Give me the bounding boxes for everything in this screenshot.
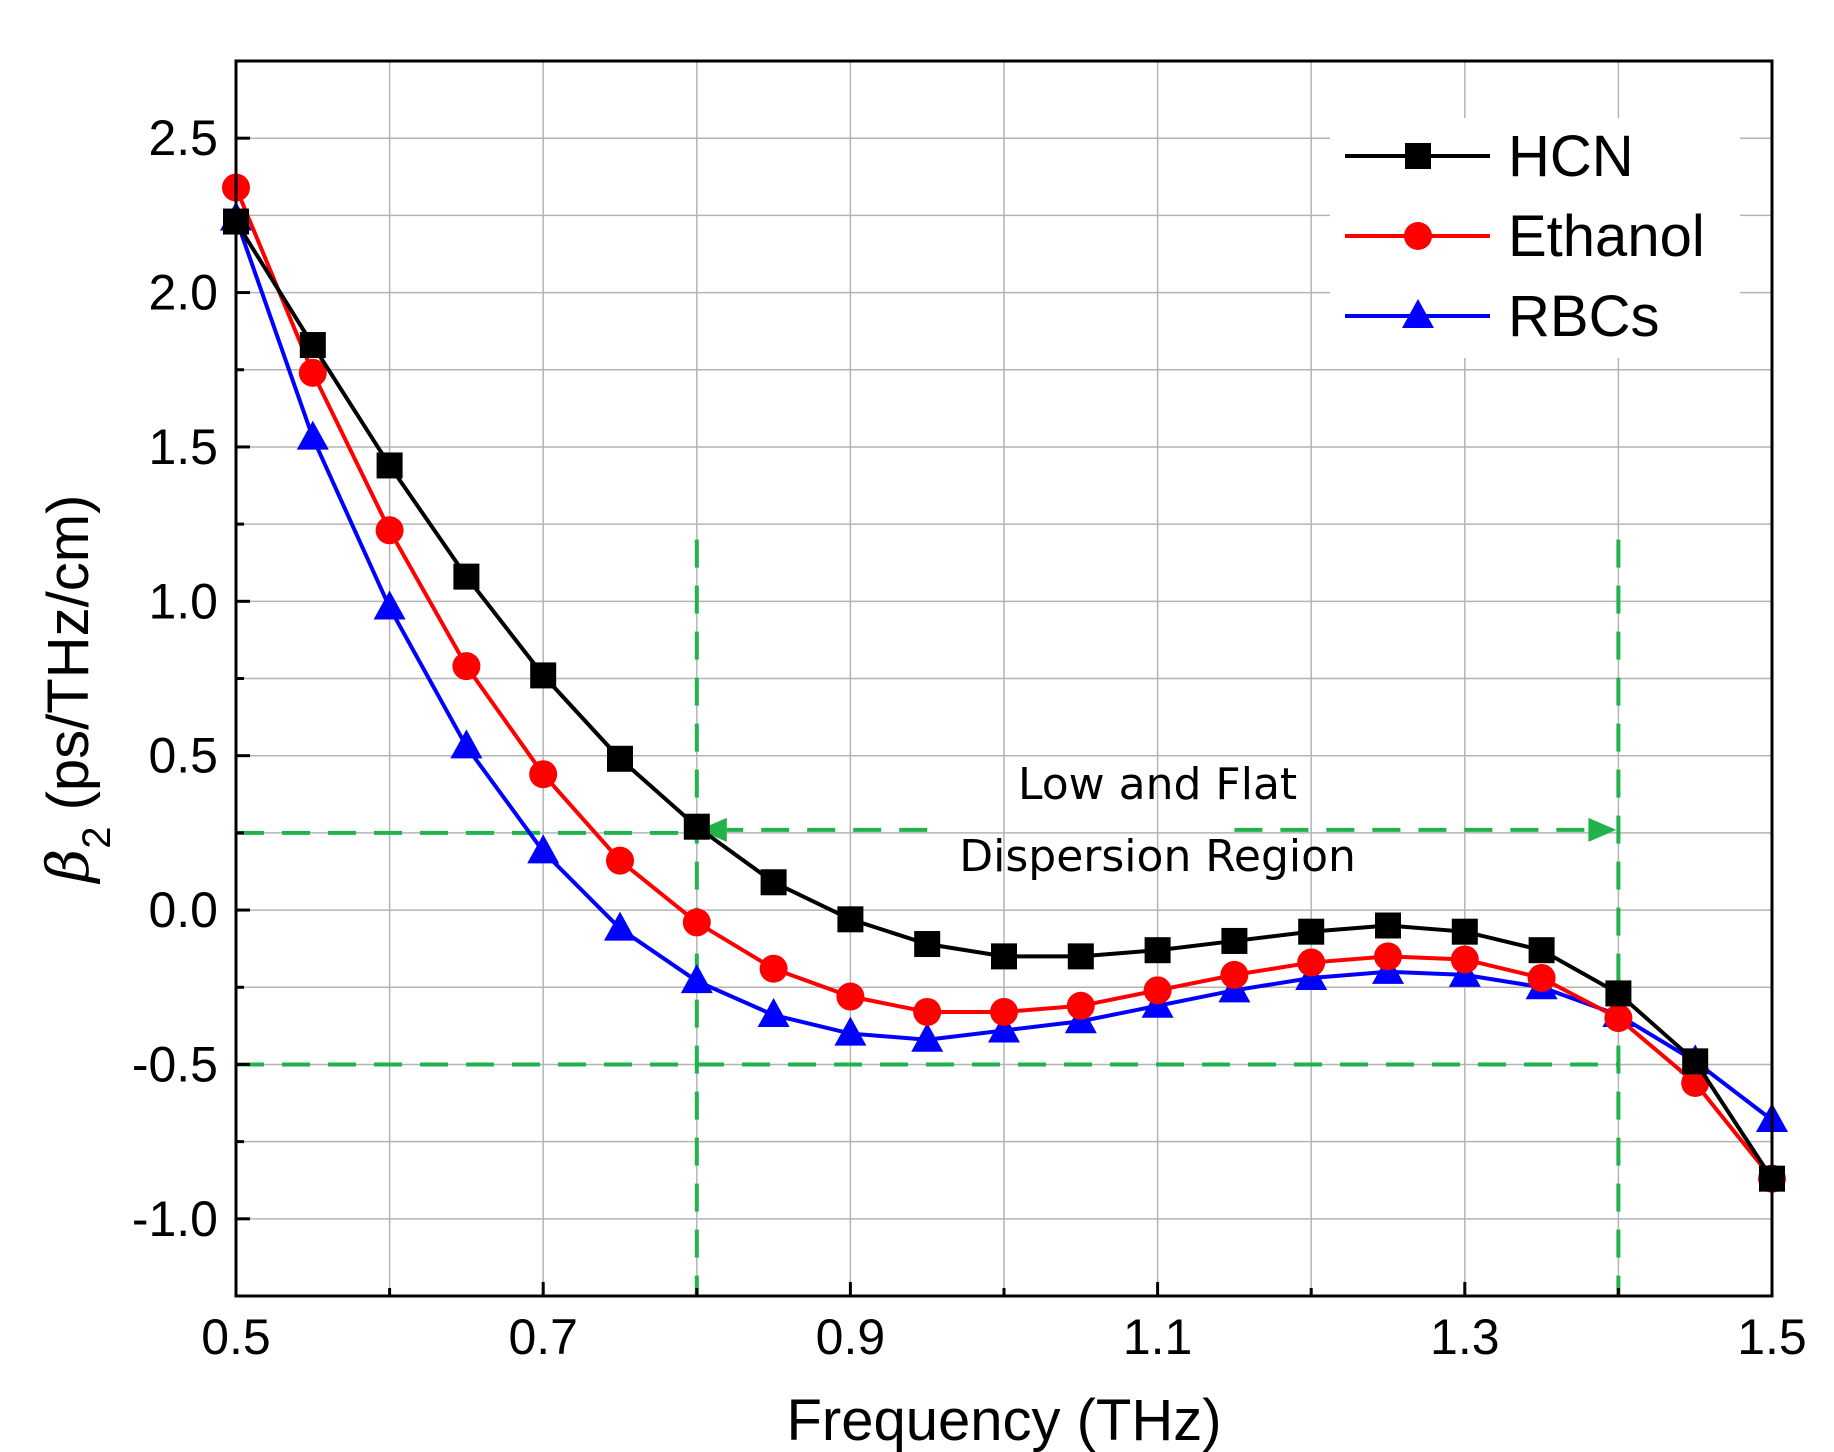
data-point-hcn [376,452,403,479]
region-arrow-left-head [698,817,727,842]
legend-item-ethanol: Ethanol [1345,204,1705,269]
grid [235,61,1773,1296]
data-point-hcn [453,563,480,590]
x-tick-label: 0.5 [201,1309,271,1365]
x-tick-label: 0.9 [816,1309,886,1365]
data-point-ethanol [452,652,481,681]
legend-label: Ethanol [1508,204,1705,269]
data-point-hcn [1298,918,1325,945]
annotation: Low and Flat Dispersion Region [236,539,1621,1296]
region-arrow-right-head [1588,817,1617,842]
data-point-hcn [837,906,864,933]
x-tick-label: 1.3 [1430,1309,1500,1365]
data-point-ethanol [1066,991,1095,1020]
data-point-ethanol [606,846,634,875]
data-point-ethanol [759,954,788,983]
data-point-ethanol [298,358,327,387]
data-point-hcn [1682,1048,1709,1075]
data-point-ethanol [836,982,865,1011]
data-point-hcn [760,869,787,896]
y-tick-label: 2.5 [148,110,218,166]
y-tick-label: 1.0 [148,573,218,629]
region-label-line: Low and Flat [1018,759,1297,810]
data-point-ethanol [1604,1004,1633,1033]
data-point-hcn [299,332,326,359]
legend-swatch-marker [1404,222,1432,250]
data-point-rbcs [757,998,790,1028]
data-point-ethanol [1681,1068,1710,1097]
x-axis-title: Frequency (THz) [786,1388,1221,1452]
data-point-hcn [1528,937,1555,964]
data-point-hcn [1144,937,1171,964]
data-point-ethanol [1220,960,1249,989]
data-point-hcn [991,943,1017,970]
legend-label: RBCs [1508,284,1659,349]
region-label-line: Dispersion Region [959,831,1356,882]
legend-swatch-marker [1402,299,1434,328]
data-point-ethanol [682,908,711,937]
y-tick-label: -0.5 [132,1036,218,1092]
axis-ticks [234,136,1774,1296]
data-point-hcn [683,813,710,840]
legend-item-rbcs: RBCs [1345,284,1659,349]
y-axis-subscript: 2 [75,827,119,849]
data-point-rbcs [911,1022,944,1052]
data-point-rbcs [988,1013,1020,1043]
data-point-hcn [1605,980,1632,1007]
data-point-rbcs [604,911,636,941]
series-hcn [223,208,1785,1192]
y-tick-label: 0.5 [148,728,218,784]
tick-labels: 0.5 0.7 0.9 1.1 1.3 1.5 -1.0 -0.5 0.0 0.5 1.0 1.5 2.… [132,110,1807,1365]
y-axis-units: (ps/THz/cm) [36,495,101,827]
data-point-ethanol [529,760,558,789]
data-point-ethanol [375,516,404,545]
data-point-ethanol [1297,948,1326,977]
data-point-ethanol [913,997,942,1026]
y-tick-label: 0.0 [148,882,218,938]
y-tick-label: 1.5 [148,419,218,475]
data-point-hcn [914,931,941,958]
y-axis-title: β2 (ps/THz/cm) [34,495,119,885]
legend-item-hcn: HCN [1345,124,1634,189]
data-point-rbcs [296,420,329,450]
data-point-rbcs [680,964,713,994]
legend: HCN Ethanol RBCs [1330,118,1740,358]
data-point-hcn [1451,918,1478,945]
x-tick-label: 0.7 [508,1309,578,1365]
data-point-hcn [607,745,633,772]
data-point-rbcs [373,590,406,620]
data-point-rbcs [450,729,483,759]
legend-label: HCN [1508,124,1634,189]
data-point-rbcs [834,1016,867,1046]
data-point-hcn [1375,912,1401,939]
y-tick-label: 2.0 [148,265,218,321]
data-point-hcn [530,662,557,689]
x-tick-label: 1.5 [1737,1309,1807,1365]
y-tick-label: -1.0 [132,1191,218,1247]
data-point-ethanol [990,997,1018,1026]
series-layer [220,173,1788,1193]
legend-swatch-marker [1405,143,1431,169]
data-point-ethanol [1527,963,1556,992]
y-axis-symbol: β [34,849,102,885]
data-point-rbcs [527,834,560,864]
data-point-hcn [1067,943,1094,970]
data-point-hcn [1221,927,1248,954]
x-tick-label: 1.1 [1123,1309,1193,1365]
data-point-ethanol [1374,942,1402,971]
data-point-ethanol [1143,976,1172,1005]
data-point-ethanol [1450,945,1479,974]
